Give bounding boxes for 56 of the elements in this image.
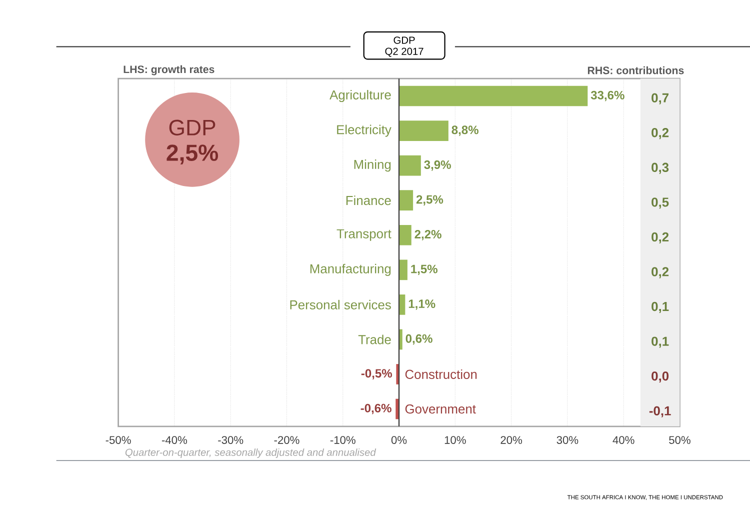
data-label: -0,5% <box>361 368 392 380</box>
x-tick-label: 0% <box>391 436 407 444</box>
chart-subtitle: Q2 2017 <box>385 47 424 57</box>
data-label: 1,5% <box>411 264 438 275</box>
x-tick-label: -20% <box>274 436 300 444</box>
y-tick-label: Finance <box>346 195 391 205</box>
text: LHS: growth rates <box>124 65 214 76</box>
x-tick-label: -40% <box>162 436 187 444</box>
y-tick-label: Trade <box>358 334 391 344</box>
annotation: 0,0 <box>652 371 669 382</box>
bar <box>399 120 448 141</box>
data-label: 3,9% <box>424 160 451 170</box>
bar <box>399 224 412 246</box>
data-label: -0,6% <box>360 404 392 414</box>
x-tick-label: 50% <box>669 436 690 444</box>
y-tick-label: Transport <box>336 229 392 241</box>
data-label: 2,2% <box>414 230 442 240</box>
text: Quarter-on-quarter, seasonally adjusted and annualised <box>125 448 376 458</box>
data-label: 8,8% <box>452 125 478 136</box>
text: RHS: contributions <box>588 66 684 74</box>
annotation: 0,2 <box>652 266 669 278</box>
bar <box>396 364 400 384</box>
annotation: -0,1 <box>649 406 671 418</box>
annotation: 0,2 <box>652 232 669 244</box>
y-tick-label: Manufacturing <box>310 264 391 276</box>
annotation: 0,2 <box>652 128 669 139</box>
x-tick-label: 10% <box>444 436 466 444</box>
y-tick-label: Government <box>405 404 476 414</box>
y-tick-label: Personal services <box>290 300 391 310</box>
bar <box>399 259 408 280</box>
annotation: 2,5% <box>166 144 218 164</box>
bar <box>399 294 406 315</box>
bar <box>399 155 421 176</box>
data-label: 2,5% <box>416 194 444 206</box>
data-label: 0,6% <box>406 334 432 344</box>
data-label: 1,1% <box>408 299 436 310</box>
data-label: 33,6% <box>590 90 624 101</box>
x-tick-label: -10% <box>330 436 356 444</box>
chart-title: GDP <box>394 36 415 44</box>
x-tick-label: 20% <box>500 436 522 444</box>
y-tick-label: Construction <box>405 369 477 379</box>
x-tick-label: 40% <box>612 436 634 444</box>
annotation: 0,1 <box>652 336 669 348</box>
bar <box>399 190 414 210</box>
annotation: 0,5 <box>652 197 669 208</box>
x-tick-label: 30% <box>556 436 578 444</box>
y-tick-label: Electricity <box>337 124 392 137</box>
x-tick-label: -50% <box>106 436 131 444</box>
annotation: 0,7 <box>652 93 669 104</box>
bar <box>399 86 588 106</box>
annotation: GDP <box>169 120 216 136</box>
x-tick-label: -30% <box>218 436 244 444</box>
y-tick-label: Agriculture <box>330 90 391 102</box>
annotation: 0,3 <box>652 162 669 174</box>
y-tick-label: Mining <box>354 159 391 172</box>
annotation: 0,1 <box>652 302 669 313</box>
